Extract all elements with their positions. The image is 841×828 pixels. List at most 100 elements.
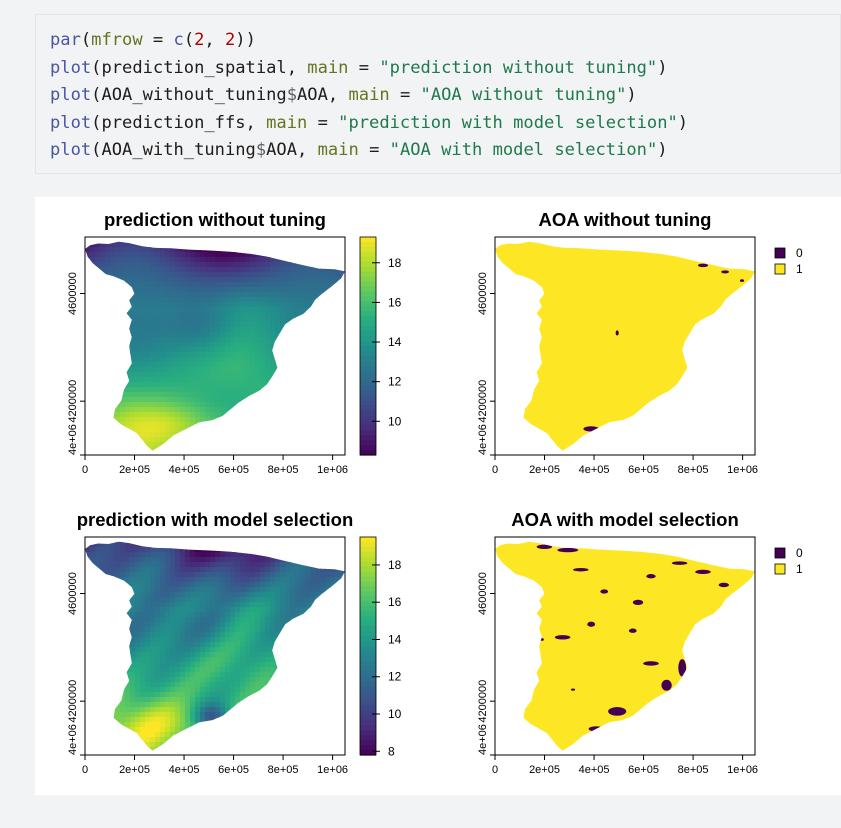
raster-cell [315,617,321,623]
raster-cell [205,562,211,568]
raster-cell [300,637,306,643]
raster-cell [235,241,241,243]
raster-cell [130,297,136,303]
raster-cell [285,262,291,268]
raster-cell [325,307,331,313]
raster-cell [105,442,111,448]
raster-cell [320,417,326,423]
raster-cell [295,662,301,668]
raster-cell [300,337,306,343]
raster-cell [130,247,136,253]
raster-cell [190,602,196,608]
raster-cell [130,252,136,258]
raster-cell [135,447,141,451]
raster-cell [185,337,191,343]
raster-cell [185,617,191,623]
raster-cell [280,617,286,623]
raster-cell [95,302,101,308]
raster-cell [255,247,261,253]
raster-cell [85,362,91,368]
raster-cell [215,602,221,608]
raster-cell [230,542,236,548]
raster-cell [320,672,326,678]
raster-cell [290,397,296,403]
raster-cell [290,612,296,618]
raster-cell [190,412,196,418]
raster-cell [245,732,251,738]
raster-cell [220,387,226,393]
raster-cell [275,362,281,368]
raster-cell [230,337,236,343]
chart-title: prediction with model selection [77,509,354,530]
raster-cell [205,617,211,623]
raster-cell [230,692,236,698]
raster-cell [170,252,176,258]
raster-cell [335,402,341,408]
raster-cell [185,412,191,418]
raster-cell [280,252,286,258]
raster-cell [235,437,241,443]
raster-cell [215,707,221,713]
raster-cell [110,707,116,713]
raster-cell [125,437,131,443]
raster-cell [305,567,311,573]
raster-cell [325,707,331,713]
colorbar-segment [360,355,376,362]
raster-cell [270,542,276,548]
raster-cell [270,352,276,358]
raster-cell [260,362,266,368]
raster-cell [105,312,111,318]
raster-cell [230,402,236,408]
raster-cell [315,312,321,318]
raster-cell [115,592,121,598]
raster-cell [205,597,211,603]
raster-cell [280,622,286,628]
raster-cell [305,292,311,298]
raster-cell [85,632,91,638]
raster-cell [315,712,321,718]
code-token: "AOA without tuning" [420,85,627,106]
raster-cell [325,362,331,368]
raster-cell [310,702,316,708]
raster-cell [190,407,196,413]
raster-cell [115,727,121,733]
raster-cell [110,412,116,418]
raster-cell [125,622,131,628]
raster-cell [245,602,251,608]
raster-cell [120,547,126,553]
raster-cell [260,662,266,668]
raster-cell [215,377,221,383]
raster-cell [130,637,136,643]
raster-cell [290,592,296,598]
raster-cell [175,282,181,288]
raster-cell [105,327,111,333]
raster-cell [140,682,146,688]
raster-cell [125,722,131,728]
raster-cell [235,612,241,618]
raster-cell [90,277,96,283]
raster-cell [325,402,331,408]
raster-cell [125,382,131,388]
raster-cell [95,562,101,568]
raster-cell [85,241,91,243]
raster-cell [225,637,231,643]
raster-cell [140,542,146,548]
raster-cell [300,437,306,443]
raster-cell [100,722,106,728]
raster-cell [190,692,196,698]
raster-cell [280,712,286,718]
raster-cell [250,262,256,268]
raster-cell [160,612,166,618]
colorbar-segment [360,725,376,731]
raster-cell [155,332,161,338]
raster-cell [280,417,286,423]
raster-cell [240,667,246,673]
raster-cell [95,577,101,583]
raster-cell [160,662,166,668]
raster-cell [320,362,326,368]
raster-cell [130,337,136,343]
raster-cell [85,332,91,338]
raster-cell [190,632,196,638]
raster-cell [240,672,246,678]
raster-cell [195,727,201,733]
